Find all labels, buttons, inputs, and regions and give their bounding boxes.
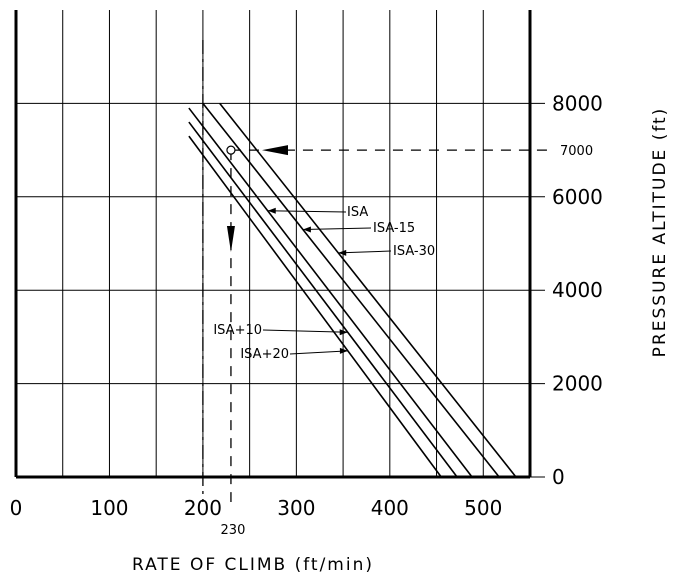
series-line-isa-15 [202, 102, 500, 478]
series-label-isa-20: ISA+20 [240, 347, 289, 362]
y-tick-label: 6000 [552, 185, 603, 209]
leader-line [302, 227, 372, 230]
leader-line [338, 250, 392, 254]
grid [16, 10, 545, 478]
series-line-isa [188, 107, 473, 478]
x-tick-label: 200 [184, 496, 222, 520]
x-axis-label: RATE OF CLIMB (ft/min) [132, 555, 374, 575]
y-tick-label: 4000 [552, 278, 603, 302]
series-line-isa-20 [188, 135, 442, 478]
leader-line [262, 329, 348, 333]
series-label-isa-15: ISA-15 [373, 221, 415, 236]
series-label-isa-10: ISA+10 [213, 323, 262, 338]
y-tick-label: 0 [552, 465, 565, 489]
y-tick-label: 2000 [552, 372, 603, 396]
series-line-isa-30 [219, 102, 517, 478]
leader-arrow-icon [339, 347, 348, 354]
series-label-isa-30: ISA-30 [393, 244, 435, 259]
x-tick-label: 300 [277, 496, 315, 520]
y-axis-label: PRESSURE ALTITUDE (ft) [650, 107, 670, 358]
leader-arrow-icon [338, 249, 347, 256]
arrow-down-icon [226, 226, 235, 252]
example-rate-label: 230 [221, 523, 246, 538]
leader-line [289, 350, 348, 355]
x-tick-label: 0 [10, 496, 23, 520]
annotations: 7000 230 ISA ISA-15 ISA-30 ISA+10 ISA+20 [202, 40, 593, 538]
series-label-isa: ISA [347, 205, 368, 220]
x-tick-label: 100 [90, 496, 128, 520]
x-tick-label: 400 [371, 496, 409, 520]
tick-labels: 0 100 200 300 400 500 0 2000 4000 6000 8000 [10, 91, 603, 520]
leader-line [267, 210, 347, 213]
leader-arrow-icon [302, 226, 311, 233]
leader-arrow-icon [267, 207, 276, 214]
example-point-marker [226, 145, 236, 155]
series-line-isa-10 [188, 121, 458, 478]
x-tick-label: 500 [464, 496, 502, 520]
example-altitude-label: 7000 [560, 144, 593, 159]
y-tick-label: 8000 [552, 91, 603, 115]
plot-frame [14, 10, 532, 479]
arrow-left-icon [262, 145, 288, 156]
leader-arrow-icon [339, 329, 348, 336]
